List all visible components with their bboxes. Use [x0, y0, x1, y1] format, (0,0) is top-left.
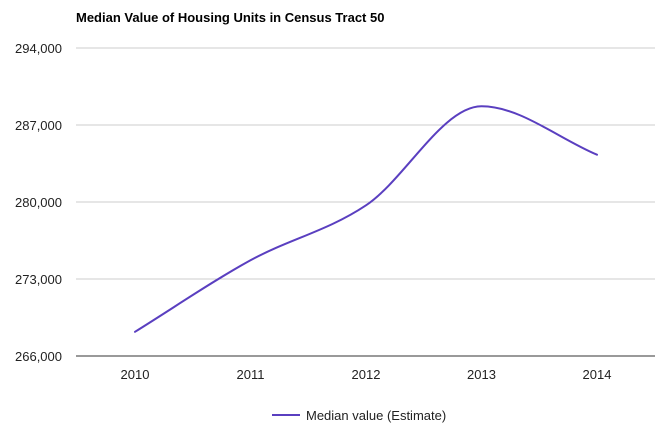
x-axis-ticks: 2010 2011 2012 2013 2014 — [121, 367, 612, 382]
series-line — [134, 105, 598, 333]
x-tick-label: 2012 — [352, 367, 381, 382]
chart-title: Median Value of Housing Units in Census … — [76, 10, 384, 25]
y-tick-label: 273,000 — [15, 272, 62, 287]
y-tick-label: 294,000 — [15, 41, 62, 56]
x-tick-label: 2011 — [237, 367, 265, 382]
x-tick-label: 2014 — [583, 367, 612, 382]
y-axis-ticks: 266,000 273,000 280,000 287,000 294,000 — [15, 41, 62, 364]
legend[interactable]: Median value (Estimate) — [272, 408, 446, 423]
y-tick-label: 280,000 — [15, 195, 62, 210]
y-tick-label: 287,000 — [15, 118, 62, 133]
gridlines — [76, 47, 655, 357]
x-tick-label: 2010 — [121, 367, 150, 382]
x-tick-label: 2013 — [467, 367, 496, 382]
y-tick-label: 266,000 — [15, 349, 62, 364]
series-lines — [134, 105, 598, 333]
legend-label: Median value (Estimate) — [306, 408, 446, 423]
